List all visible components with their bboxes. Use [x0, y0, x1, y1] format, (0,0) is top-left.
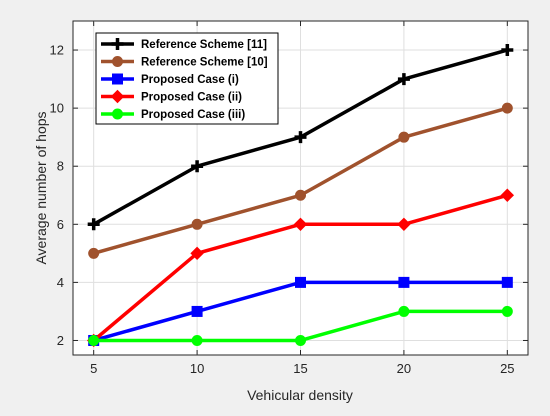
data-point — [398, 305, 410, 317]
data-point — [191, 218, 203, 230]
y-tick-label: 2 — [57, 333, 64, 348]
data-point — [398, 131, 410, 143]
legend-swatch-marker — [112, 108, 123, 120]
legend: Reference Scheme [11] Reference Scheme [1… — [95, 32, 279, 125]
data-series — [86, 44, 515, 348]
x-tick-label: 25 — [500, 361, 514, 376]
legend-label: Proposed Case (iii) — [141, 109, 245, 121]
legend-entry: Reference Scheme [10] — [101, 56, 268, 69]
data-point — [501, 305, 513, 317]
legend-label: Proposed Case (ii) — [141, 92, 242, 104]
legend-entry: Proposed Case (i) — [101, 73, 239, 86]
legend-swatch-marker — [110, 89, 125, 104]
data-point — [398, 276, 410, 288]
x-tick-label: 15 — [293, 361, 307, 376]
data-point — [293, 217, 308, 232]
y-tick-label: 10 — [50, 101, 64, 116]
data-point — [191, 305, 203, 317]
data-point — [191, 160, 204, 173]
data-point — [295, 276, 306, 288]
legend-label: Proposed Case (i) — [141, 74, 239, 86]
y-tick-label: 6 — [57, 217, 64, 232]
data-point — [88, 247, 100, 259]
axis-ticks: 5 10 15 20 25 2 4 6 8 10 12 — [50, 21, 528, 376]
y-tick-label: 8 — [57, 159, 64, 174]
series-2 — [88, 102, 513, 259]
series-5 — [88, 305, 513, 346]
data-point — [87, 218, 100, 231]
legend-label: Reference Scheme [11] — [141, 39, 267, 51]
y-axis-label: Average number of hops — [33, 111, 49, 264]
legend-label: Reference Scheme [10] — [141, 57, 268, 69]
data-point — [397, 217, 411, 232]
data-point — [294, 131, 307, 144]
legend-entry: Reference Scheme [11] — [101, 38, 267, 51]
data-point — [295, 189, 306, 201]
data-point — [191, 334, 203, 346]
data-point — [88, 334, 100, 346]
data-point — [397, 73, 410, 86]
data-point — [190, 246, 204, 261]
x-axis-label: Vehicular density — [247, 387, 353, 403]
data-point — [501, 44, 514, 57]
x-tick-label: 5 — [90, 361, 97, 376]
legend-swatch-marker — [111, 38, 124, 50]
x-tick-label: 20 — [397, 361, 411, 376]
legend-entry: Proposed Case (ii) — [101, 89, 242, 104]
legend-entry: Proposed Case (iii) — [101, 108, 245, 121]
legend-swatch-marker — [112, 73, 123, 85]
series-1 — [87, 44, 514, 231]
legend-swatch-marker — [112, 56, 123, 67]
data-point — [500, 188, 515, 202]
data-point — [295, 334, 306, 346]
data-point — [501, 102, 513, 114]
data-point — [501, 276, 513, 288]
y-tick-label: 4 — [57, 275, 64, 290]
y-tick-label: 12 — [50, 43, 64, 58]
x-tick-label: 10 — [190, 361, 204, 376]
